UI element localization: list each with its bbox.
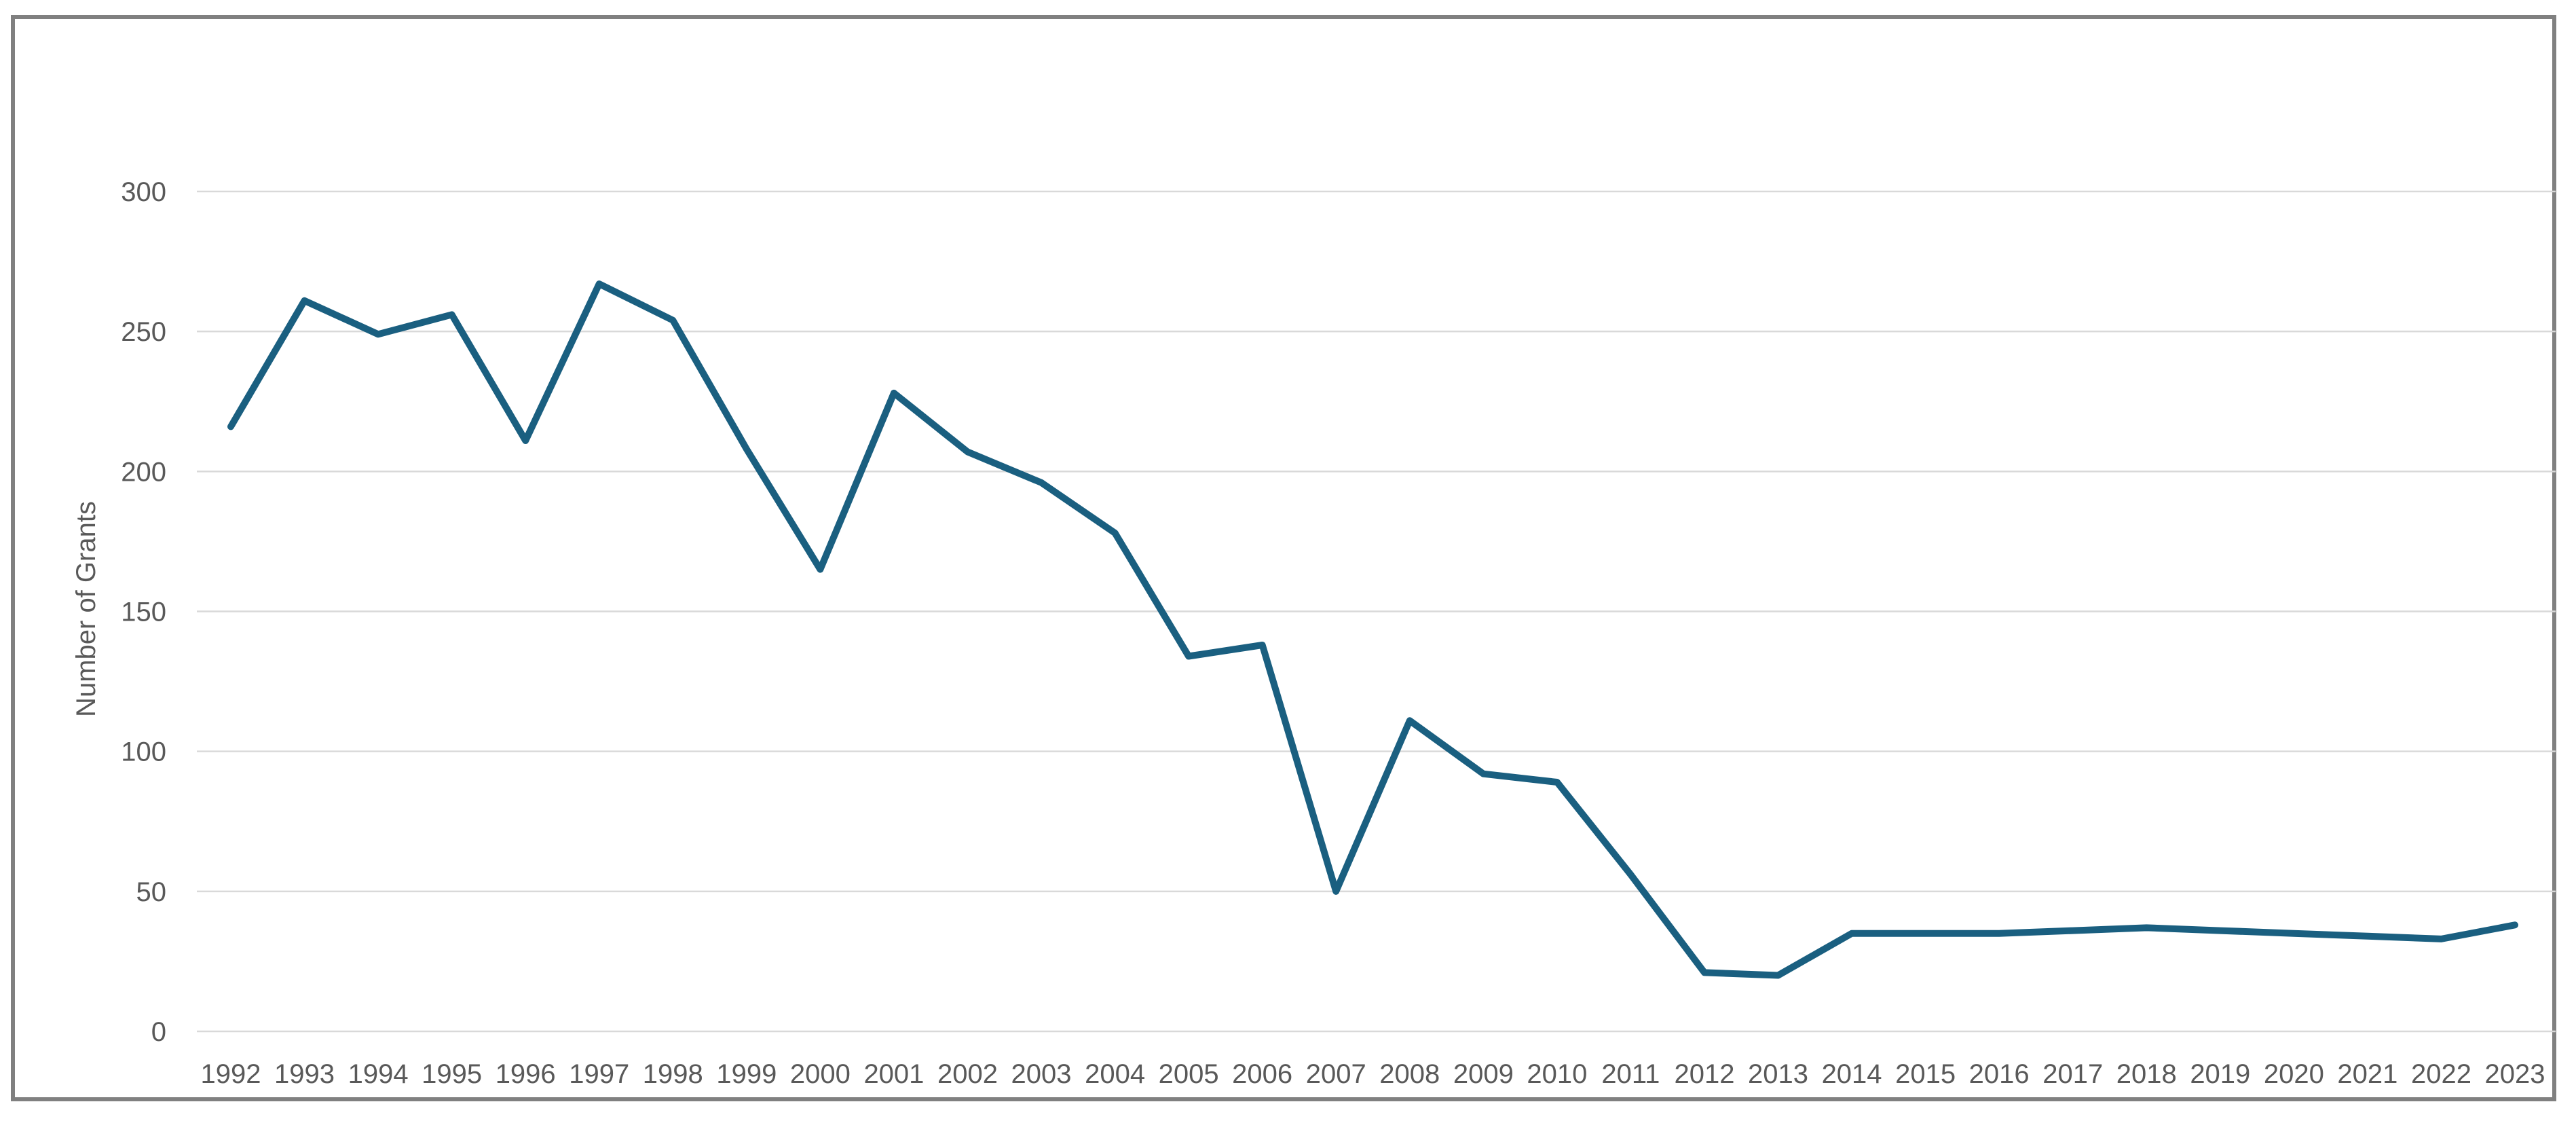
gridlines	[197, 190, 2556, 1033]
x-tick-label: 2019	[2190, 1059, 2250, 1089]
x-tick-label: 2018	[2116, 1059, 2177, 1089]
data-point	[522, 437, 529, 444]
data-point	[596, 280, 603, 287]
data-point	[301, 297, 308, 304]
y-tick-label: 200	[121, 457, 166, 487]
data-point	[2070, 927, 2076, 934]
data-point	[1848, 930, 1855, 937]
x-tick-label: 2012	[1674, 1059, 1734, 1089]
y-tick-label: 50	[136, 877, 167, 907]
x-tick-label: 1993	[274, 1059, 335, 1089]
data-point	[1038, 479, 1045, 486]
data-point	[817, 566, 823, 573]
data-point	[1701, 969, 1708, 976]
x-tick-label: 1997	[569, 1059, 629, 1089]
y-axis-title: Number of Grants	[71, 501, 101, 717]
x-tick-label: 2004	[1085, 1059, 1145, 1089]
x-tick-label: 2007	[1306, 1059, 1366, 1089]
data-point	[743, 445, 750, 452]
series-line-0	[227, 280, 2518, 979]
data-point	[375, 331, 381, 337]
data-point	[1480, 771, 1487, 777]
x-axis-ticks: 1992 1993 1994 1995 1996 1997 1998 1999 2000 2001…	[201, 1059, 2545, 1089]
y-axis-ticks: 0 50 100 150 200 250 300	[121, 177, 166, 1047]
x-tick-label: 1994	[348, 1059, 409, 1089]
x-tick-label: 1999	[716, 1059, 777, 1089]
data-point	[227, 423, 234, 430]
data-point	[1406, 717, 1413, 724]
x-tick-label: 2001	[863, 1059, 924, 1089]
data-point	[449, 311, 455, 318]
data-point	[2143, 924, 2150, 931]
x-tick-label: 2016	[1969, 1059, 2030, 1089]
data-point	[891, 390, 897, 397]
x-tick-label: 1998	[643, 1059, 703, 1089]
data-point	[1627, 871, 1634, 878]
x-tick-label: 2003	[1011, 1059, 1072, 1089]
x-tick-label: 2017	[2042, 1059, 2103, 1089]
x-tick-label: 2010	[1527, 1059, 1587, 1089]
x-tick-label: 1995	[422, 1059, 482, 1089]
chart-frame	[11, 15, 2556, 1101]
data-point	[2290, 930, 2297, 937]
x-tick-label: 2011	[1601, 1059, 1660, 1089]
data-point	[1554, 779, 1561, 786]
series-group	[227, 280, 2518, 979]
x-tick-label: 2002	[937, 1059, 998, 1089]
y-tick-label: 300	[121, 177, 166, 207]
data-point	[1259, 642, 1266, 648]
x-tick-label: 2006	[1232, 1059, 1292, 1089]
x-tick-label: 2008	[1379, 1059, 1440, 1089]
x-tick-label: 2014	[1822, 1059, 1882, 1089]
data-point	[2512, 921, 2518, 928]
data-point	[1922, 930, 1929, 937]
x-tick-label: 2022	[2411, 1059, 2471, 1089]
y-tick-label: 100	[121, 737, 166, 767]
x-tick-label: 2020	[2264, 1059, 2324, 1089]
x-tick-label: 2009	[1453, 1059, 1514, 1089]
x-tick-label: 2021	[2337, 1059, 2397, 1089]
x-tick-label: 2023	[2485, 1059, 2545, 1089]
data-point	[964, 448, 971, 455]
data-point	[2438, 936, 2444, 942]
data-point	[1185, 653, 1192, 659]
x-tick-label: 1992	[201, 1059, 261, 1089]
data-point	[1112, 530, 1119, 536]
data-point	[1775, 972, 1782, 979]
x-tick-label: 2005	[1159, 1059, 1219, 1089]
data-point	[2364, 933, 2371, 940]
x-tick-label: 1996	[496, 1059, 556, 1089]
data-point	[1332, 888, 1339, 895]
data-point	[2217, 927, 2224, 934]
x-tick-label: 2013	[1748, 1059, 1808, 1089]
x-tick-label: 2015	[1895, 1059, 1956, 1089]
data-point	[669, 317, 676, 324]
data-point	[1996, 930, 2002, 937]
x-tick-label: 2000	[790, 1059, 851, 1089]
y-tick-label: 250	[121, 317, 166, 347]
y-tick-label: 0	[151, 1017, 166, 1047]
y-tick-label: 150	[121, 598, 166, 627]
